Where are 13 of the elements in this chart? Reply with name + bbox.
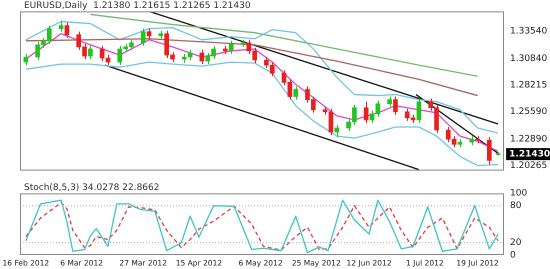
y-tick-label: 0 — [510, 250, 516, 260]
y-tick-label: 20 — [510, 238, 522, 248]
y-tick-label: 1.20265 — [510, 161, 548, 172]
y-tick-label: 1.33540 — [510, 26, 548, 37]
y-tick-label: 100 — [510, 188, 528, 199]
y-tick-label: 1.30840 — [510, 54, 548, 64]
y-tick-label: 1.28215 — [510, 80, 548, 91]
y-tick-label: 1.25590 — [510, 107, 548, 118]
annotation: 1.21430 — [509, 149, 550, 160]
chart-title: Stoch(8,5,3) 34.0278 22.8662 — [24, 183, 160, 194]
y-tick-label: 80 — [510, 201, 522, 212]
y-tick-label: 1.22890 — [510, 134, 548, 145]
chart-title: EURUSD,Daily 1.21380 1.21615 1.21265 1.21430 — [24, 1, 251, 12]
